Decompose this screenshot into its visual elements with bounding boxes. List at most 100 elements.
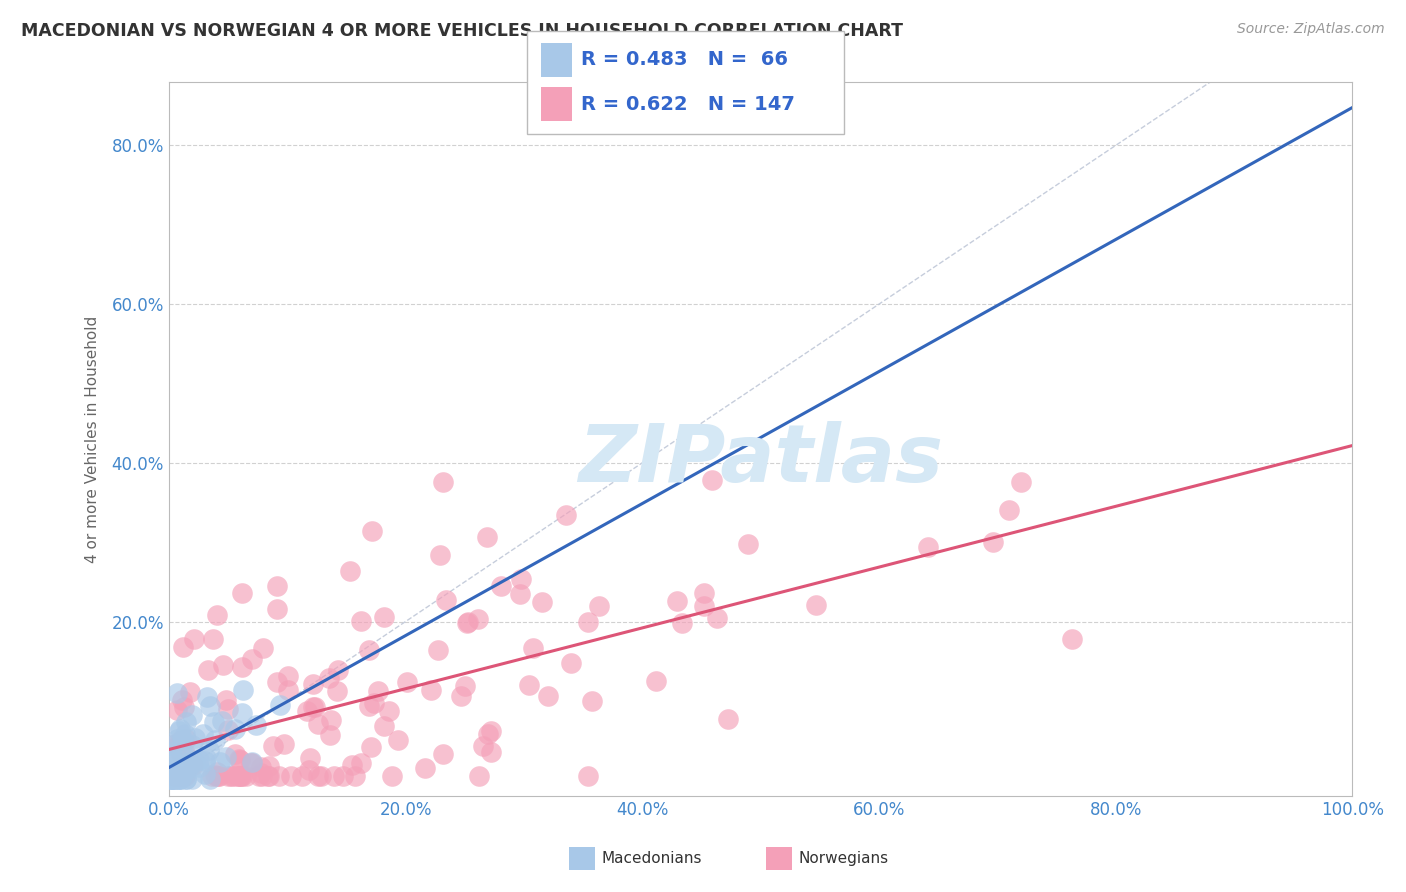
Point xyxy=(181,758,204,772)
Point xyxy=(232,683,254,698)
Point xyxy=(180,738,202,752)
Point xyxy=(179,756,201,771)
Point xyxy=(162,772,184,787)
Point xyxy=(172,747,194,761)
Point xyxy=(981,535,1004,549)
Point xyxy=(257,769,280,783)
Point xyxy=(174,727,197,741)
Point xyxy=(277,683,299,698)
Point xyxy=(266,674,288,689)
Point xyxy=(170,692,193,706)
Point xyxy=(169,747,191,761)
Point xyxy=(169,772,191,787)
Point xyxy=(166,738,188,752)
Point xyxy=(184,731,207,745)
Point xyxy=(298,764,321,778)
Point xyxy=(167,724,190,739)
Y-axis label: 4 or more Vehicles in Household: 4 or more Vehicles in Household xyxy=(86,316,100,563)
Point xyxy=(163,772,186,787)
Point xyxy=(477,727,499,741)
Point xyxy=(200,772,222,787)
Point xyxy=(377,704,399,718)
Point xyxy=(509,572,531,586)
Point xyxy=(198,699,221,714)
Point xyxy=(479,745,502,759)
Point xyxy=(173,769,195,783)
Point xyxy=(269,698,291,712)
Point xyxy=(517,678,540,692)
Point xyxy=(194,754,217,768)
Point xyxy=(454,679,477,693)
Point xyxy=(159,772,181,787)
Point xyxy=(434,592,457,607)
Point xyxy=(174,756,197,770)
Point xyxy=(322,769,344,783)
Point xyxy=(456,615,478,630)
Point xyxy=(188,760,211,774)
Point xyxy=(479,723,502,738)
Point xyxy=(666,594,689,608)
Point xyxy=(166,731,188,746)
Point xyxy=(183,632,205,646)
Point xyxy=(231,660,253,674)
Point xyxy=(181,772,204,787)
Point xyxy=(804,598,827,612)
Point xyxy=(231,586,253,600)
Text: Source: ZipAtlas.com: Source: ZipAtlas.com xyxy=(1237,22,1385,37)
Point xyxy=(307,717,329,731)
Point xyxy=(373,719,395,733)
Point xyxy=(212,658,235,673)
Point xyxy=(207,769,229,783)
Point xyxy=(576,769,599,783)
Point xyxy=(468,769,491,783)
Point xyxy=(700,473,723,487)
Point xyxy=(309,769,332,783)
Point xyxy=(163,764,186,778)
Point xyxy=(181,708,204,723)
Point xyxy=(169,772,191,787)
Point xyxy=(174,714,197,729)
Point xyxy=(432,747,454,761)
Point xyxy=(319,728,342,742)
Point xyxy=(367,684,389,698)
Point xyxy=(328,663,350,677)
Point xyxy=(188,753,211,767)
Point xyxy=(173,699,195,714)
Point xyxy=(297,705,319,719)
Point xyxy=(174,772,197,787)
Point xyxy=(304,700,326,714)
Point xyxy=(509,587,531,601)
Point xyxy=(267,769,290,783)
Point xyxy=(692,599,714,613)
Text: R = 0.483   N =  66: R = 0.483 N = 66 xyxy=(581,50,787,70)
Point xyxy=(419,682,441,697)
Point xyxy=(395,675,418,690)
Point xyxy=(229,769,252,783)
Point xyxy=(174,732,197,747)
Text: Macedonians: Macedonians xyxy=(602,851,702,865)
Point xyxy=(302,677,325,691)
Point xyxy=(166,753,188,767)
Point xyxy=(340,757,363,772)
Point xyxy=(174,772,197,787)
Point xyxy=(222,769,245,783)
Point xyxy=(159,772,181,787)
Point xyxy=(176,763,198,777)
Point xyxy=(194,751,217,765)
Point xyxy=(1010,475,1032,489)
Point xyxy=(163,737,186,751)
Point xyxy=(321,713,343,727)
Point xyxy=(217,723,239,737)
Point xyxy=(172,733,194,747)
Point xyxy=(917,541,939,555)
Point xyxy=(273,737,295,751)
Point xyxy=(170,769,193,783)
Point xyxy=(307,769,329,783)
Point xyxy=(208,756,231,770)
Point xyxy=(159,745,181,759)
Point xyxy=(472,739,495,753)
Point xyxy=(166,772,188,787)
Point xyxy=(228,751,250,765)
Point xyxy=(219,769,242,783)
Point xyxy=(298,751,321,765)
